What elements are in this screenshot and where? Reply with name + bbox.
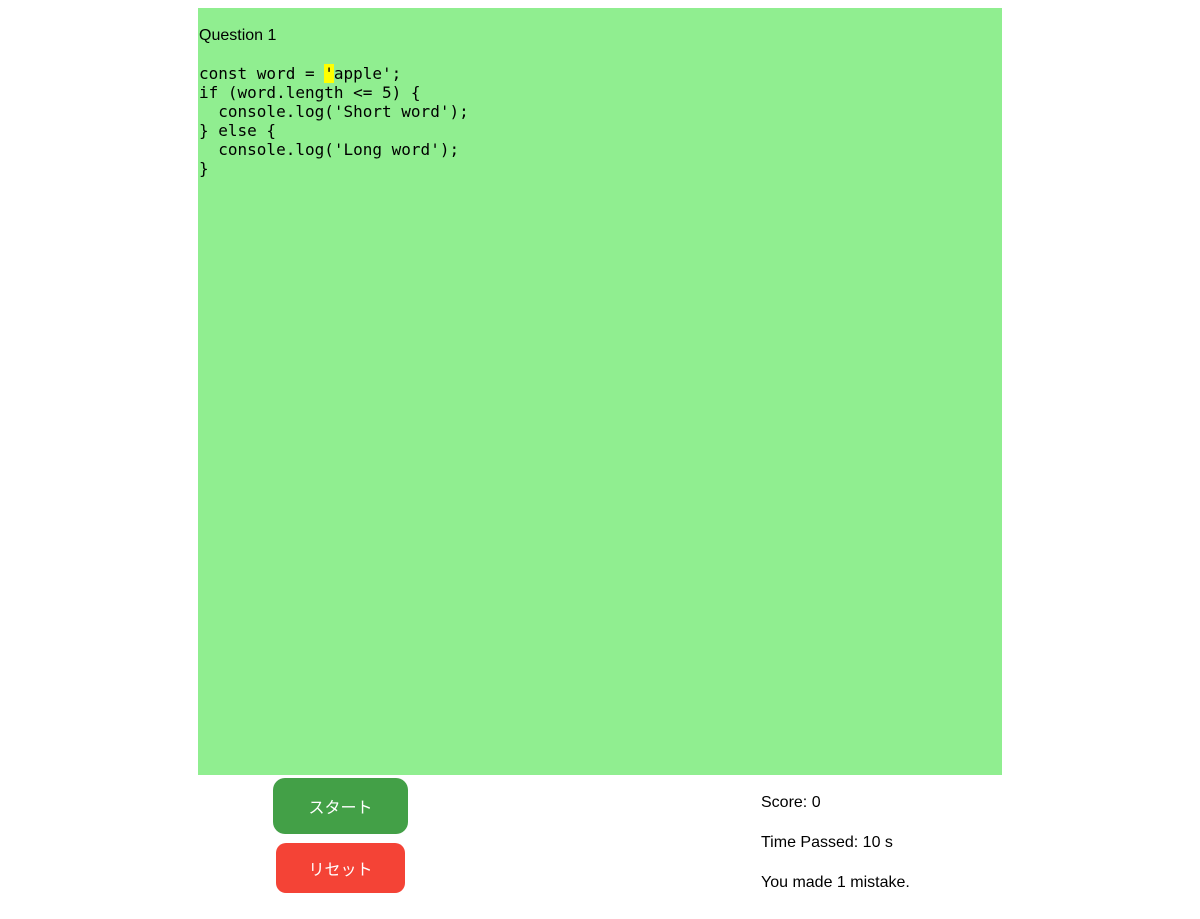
question-panel: Question 1 const word = 'apple'; if (wor… [198, 8, 1002, 775]
button-column: スタート リセット [273, 775, 408, 893]
current-char-highlight: ' [324, 64, 334, 83]
mistake-text: You made 1 mistake. [761, 874, 910, 891]
reset-button[interactable]: リセット [276, 843, 405, 893]
question-title: Question 1 [199, 27, 277, 44]
code-block: const word = 'apple'; if (word.length <=… [198, 64, 1002, 178]
code-before-cursor: const word = [199, 64, 325, 83]
time-passed-text: Time Passed: 10 s [761, 834, 893, 851]
score-text: Score: 0 [761, 794, 821, 811]
start-button[interactable]: スタート [273, 778, 408, 834]
stats-column: Score: 0 Time Passed: 10 s You made 1 mi… [761, 775, 1002, 911]
controls-row: スタート リセット Score: 0 Time Passed: 10 s You… [198, 775, 1002, 911]
typing-game-app: Question 1 const word = 'apple'; if (wor… [198, 8, 1002, 911]
code-after-cursor: apple'; if (word.length <= 5) { console.… [199, 64, 469, 178]
